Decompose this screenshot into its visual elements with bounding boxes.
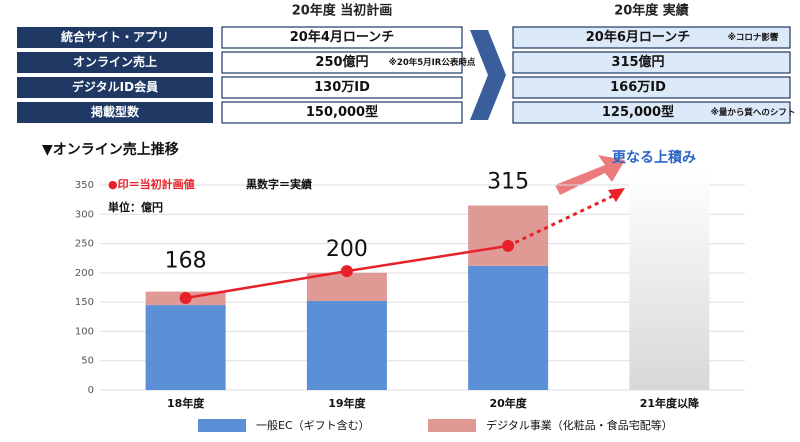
row-label-cell — [17, 77, 213, 98]
actual-value: 315億円 — [611, 54, 664, 70]
y-tick-label: 350 — [75, 180, 94, 191]
arrow-chevron — [470, 30, 506, 120]
x-tick-label: 19年度 — [328, 396, 366, 410]
legend-label: 一般EC（ギフト含む） — [256, 418, 370, 432]
projection-head — [608, 188, 625, 202]
plan-value: 130万ID — [314, 80, 370, 95]
unit-label: 単位：億円 — [108, 200, 163, 214]
actual-value: 125,000型 — [602, 104, 674, 120]
actual-value: 20年6月ローンチ — [586, 29, 691, 45]
actual-note: ※量から質へのシフト — [711, 107, 796, 118]
legend-swatch — [428, 419, 476, 432]
future-placeholder — [629, 170, 710, 390]
y-tick-label: 0 — [88, 385, 94, 396]
annotation: 更なる上積み — [612, 149, 696, 166]
row-label: デジタルID会員 — [72, 79, 158, 94]
x-tick-label: 20年度 — [489, 396, 527, 410]
actual-cell — [512, 76, 791, 99]
actual-cell — [512, 51, 791, 74]
bar-segment — [468, 265, 549, 390]
row-label: 統合サイト・アプリ — [61, 29, 169, 44]
bar-segment — [145, 305, 226, 390]
plan-dot — [179, 292, 192, 305]
row-label-cell — [17, 52, 213, 73]
bar-segment — [306, 272, 387, 301]
x-tick-label: 21年度以降 — [640, 396, 700, 410]
actual-value: 166万ID — [610, 80, 666, 95]
total-label: 200 — [326, 237, 368, 262]
row-label: オンライン売上 — [73, 54, 157, 69]
actual-note: ※コロナ影響 — [728, 32, 779, 43]
x-tick-label: 18年度 — [167, 396, 205, 410]
row-label-cell — [17, 102, 213, 123]
actual-cell — [512, 26, 791, 49]
plan-cell — [221, 51, 463, 74]
y-tick-label: 200 — [75, 268, 94, 279]
projection-arrow — [507, 193, 616, 248]
plan-note: ※20年5月IR公表時点 — [389, 57, 476, 68]
column-header: 20年度 実績 — [614, 3, 689, 19]
plan-value: 250億円 — [315, 54, 368, 70]
plan-cell — [221, 76, 463, 99]
bar-segment — [468, 205, 549, 266]
row-label: 掲載型数 — [91, 104, 140, 119]
y-tick-label: 250 — [75, 239, 94, 250]
y-tick-label: 50 — [81, 356, 94, 367]
actual-cell — [512, 101, 791, 124]
y-tick-label: 100 — [75, 326, 94, 337]
y-tick-label: 150 — [75, 297, 94, 308]
column-header: 20年度 当初計画 — [292, 3, 393, 19]
row-label-cell — [17, 27, 213, 48]
plan-dot — [340, 265, 353, 278]
legend-label: デジタル事業（化粧品・食品宅配等） — [486, 418, 673, 432]
plan-value: 150,000型 — [306, 104, 378, 120]
plan-cell — [221, 26, 463, 49]
total-label: 168 — [165, 249, 207, 274]
plan-cell — [221, 101, 463, 124]
legend-swatch — [198, 419, 246, 432]
bar-segment — [306, 300, 387, 390]
plan-dot — [502, 239, 515, 252]
y-tick-label: 300 — [75, 209, 94, 220]
actual-note: 黒数字＝実績 — [246, 177, 312, 191]
chart-title: ▼オンライン売上推移 — [42, 141, 179, 158]
plan-legend: ●印＝当初計画値 — [108, 177, 195, 191]
total-label: 315 — [487, 170, 529, 195]
plan-value: 20年4月ローンチ — [290, 29, 395, 45]
